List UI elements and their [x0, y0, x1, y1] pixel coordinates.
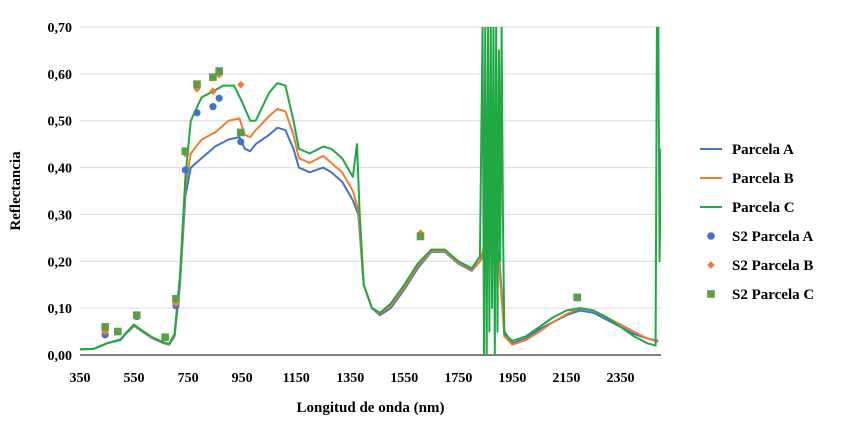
- y-tick-label: 0,40: [48, 162, 73, 177]
- legend: Parcela A Parcela B Parcela C S2 Parcela A S…: [700, 142, 814, 303]
- plot-area: [80, 27, 661, 355]
- x-tick-label: 1550: [390, 371, 418, 386]
- y-tick-label: 0,30: [48, 208, 73, 223]
- data-point-s2-parcela-c: [236, 128, 245, 137]
- legend-swatch: [707, 290, 715, 298]
- y-tick-labels: 0,00 0,10 0,20 0,30 0,40 0,50 0,60 0,70: [48, 21, 73, 364]
- legend-item-s2-parcela-a: S2 Parcela A: [707, 229, 814, 245]
- legend-item-parcela-c: Parcela C: [700, 200, 795, 216]
- x-axis-title: Longitud de onda (nm): [297, 400, 445, 416]
- data-point-s2-parcela-b: [236, 80, 245, 89]
- series-line-parcela-a: [80, 126, 659, 351]
- x-tick-label: 1950: [498, 371, 526, 386]
- series-group: [80, 27, 661, 355]
- legend-label: Parcela B: [732, 171, 794, 187]
- x-tick-label: 750: [178, 371, 199, 386]
- data-point-s2-parcela-c: [209, 73, 217, 81]
- data-point-s2-parcela-b: [193, 85, 201, 93]
- data-point-s2-parcela-c: [193, 80, 201, 88]
- y-tick-label: 0,70: [48, 21, 73, 36]
- legend-item-parcela-b: Parcela B: [700, 171, 794, 187]
- data-point-s2-parcela-c: [161, 333, 169, 341]
- y-tick-label: 0,00: [48, 349, 73, 364]
- x-tick-label: 1150: [283, 371, 310, 386]
- data-point-s2-parcela-a: [215, 94, 223, 102]
- data-point-s2-parcela-c: [172, 294, 180, 303]
- legend-item-parcela-a: Parcela A: [700, 142, 794, 158]
- legend-label: S2 Parcela B: [732, 258, 813, 274]
- data-point-s2-parcela-c: [132, 311, 141, 319]
- y-tick-label: 0,20: [48, 255, 73, 270]
- y-tick-label: 0,60: [48, 68, 73, 83]
- data-point-s2-parcela-a: [181, 166, 189, 174]
- legend-label: S2 Parcela A: [732, 229, 814, 245]
- x-tick-label: 2150: [552, 371, 580, 386]
- x-tick-label: 550: [124, 371, 145, 386]
- data-point-s2-parcela-a: [237, 138, 245, 146]
- data-point-s2-parcela-c: [416, 232, 425, 241]
- x-tick-label: 950: [232, 371, 253, 386]
- x-tick-labels: 350 550 750 950 1150 1350 1550 1750 1950 2150 2350: [70, 371, 635, 386]
- x-tick-label: 1350: [336, 371, 364, 386]
- data-point-s2-parcela-c: [114, 327, 122, 336]
- x-tick-label: 350: [70, 371, 91, 386]
- data-point-s2-parcela-a: [193, 109, 201, 117]
- data-point-s2-parcela-b: [209, 87, 217, 95]
- y-tick-label: 0,50: [48, 115, 73, 130]
- data-point-s2-parcela-c: [101, 323, 109, 331]
- legend-label: Parcela A: [732, 142, 794, 158]
- series-line-parcela-c: [80, 27, 661, 355]
- legend-item-s2-parcela-b: S2 Parcela B: [707, 258, 813, 274]
- grid-lines: [80, 26, 661, 309]
- data-point-s2-parcela-b: [172, 299, 180, 308]
- data-point-s2-parcela-b: [101, 327, 109, 336]
- y-tick-label: 0,10: [48, 302, 73, 317]
- legend-label: Parcela C: [732, 200, 795, 216]
- data-point-s2-parcela-c: [215, 67, 223, 75]
- data-point-s2-parcela-c: [573, 293, 582, 302]
- legend-swatch: [707, 261, 715, 269]
- x-tick-label: 1750: [444, 371, 472, 386]
- data-point-s2-parcela-a: [209, 103, 217, 111]
- legend-label: S2 Parcela C: [732, 287, 814, 303]
- y-axis-title: Reflectancia: [8, 151, 24, 231]
- legend-swatch: [707, 232, 715, 240]
- data-point-s2-parcela-c: [181, 147, 190, 155]
- legend-item-s2-parcela-c: S2 Parcela C: [707, 287, 814, 303]
- x-tick-label: 2350: [606, 371, 634, 386]
